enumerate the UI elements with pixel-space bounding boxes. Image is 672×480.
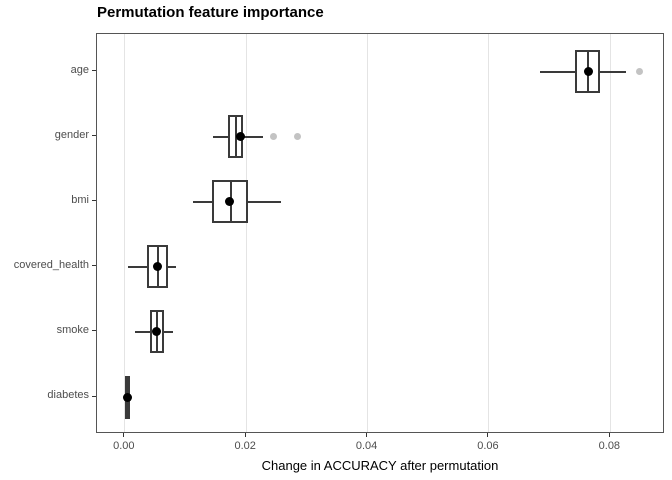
mean-dot-age xyxy=(584,67,594,77)
whisker-high-covered_health xyxy=(167,265,176,268)
x-tick-label-0.08: 0.08 xyxy=(598,440,621,452)
mean-dot-diabetes xyxy=(122,392,132,402)
mean-dot-covered_health xyxy=(153,262,163,272)
x-tick-label-0.06: 0.06 xyxy=(477,440,499,452)
gridline-x-0.06 xyxy=(488,34,490,432)
mean-dot-gender xyxy=(235,132,245,142)
x-tick-label-0.00: 0.00 xyxy=(113,440,135,452)
y-tick-age xyxy=(92,70,96,72)
x-tick-0.04 xyxy=(366,433,368,437)
x-tick-label-0.02: 0.02 xyxy=(234,440,256,452)
x-tick-label-0.04: 0.04 xyxy=(355,440,378,452)
chart-title: Permutation feature importance xyxy=(97,4,324,21)
gridline-x-0.02 xyxy=(245,34,247,432)
x-tick-0.08 xyxy=(608,433,610,437)
mean-dot-bmi xyxy=(225,197,235,207)
gridline-x-0.04 xyxy=(367,34,369,432)
whisker-high-gender xyxy=(243,135,263,138)
y-tick-diabetes xyxy=(92,395,96,397)
y-tick-smoke xyxy=(92,330,96,332)
whisker-low-bmi xyxy=(193,200,212,203)
mean-dot-smoke xyxy=(151,327,161,337)
whisker-low-gender xyxy=(212,135,228,138)
y-tick-bmi xyxy=(92,200,96,202)
whisker-high-smoke xyxy=(164,330,173,333)
y-tick-covered_health xyxy=(92,265,96,267)
gridline-x-0.08 xyxy=(609,34,611,432)
outlier-dot-gender-0 xyxy=(270,133,277,141)
y-axis-label-gender: gender xyxy=(54,128,89,141)
y-axis-label-age: age xyxy=(70,63,89,76)
x-tick-0.06 xyxy=(487,433,489,437)
y-axis-label-covered_health: covered_health xyxy=(13,258,89,271)
outlier-dot-gender-1 xyxy=(294,133,302,141)
box-bmi xyxy=(211,180,248,224)
whisker-low-smoke xyxy=(134,330,151,333)
y-axis-label-smoke: smoke xyxy=(56,323,89,336)
y-axis-label-diabetes: diabetes xyxy=(47,389,89,401)
outlier-dot-age-0 xyxy=(636,68,643,76)
whisker-low-covered_health xyxy=(128,265,148,268)
x-axis-title: Change in ACCURACY after permutation xyxy=(261,458,499,473)
gridline-x-0.00 xyxy=(124,34,126,432)
x-tick-0.00 xyxy=(123,433,125,437)
y-axis-label-bmi: bmi xyxy=(71,193,89,206)
whisker-high-bmi xyxy=(248,200,281,203)
x-tick-0.02 xyxy=(244,433,246,437)
y-tick-gender xyxy=(92,135,96,137)
plot-panel xyxy=(96,33,664,433)
whisker-low-age xyxy=(539,70,575,73)
whisker-high-age xyxy=(600,70,626,73)
